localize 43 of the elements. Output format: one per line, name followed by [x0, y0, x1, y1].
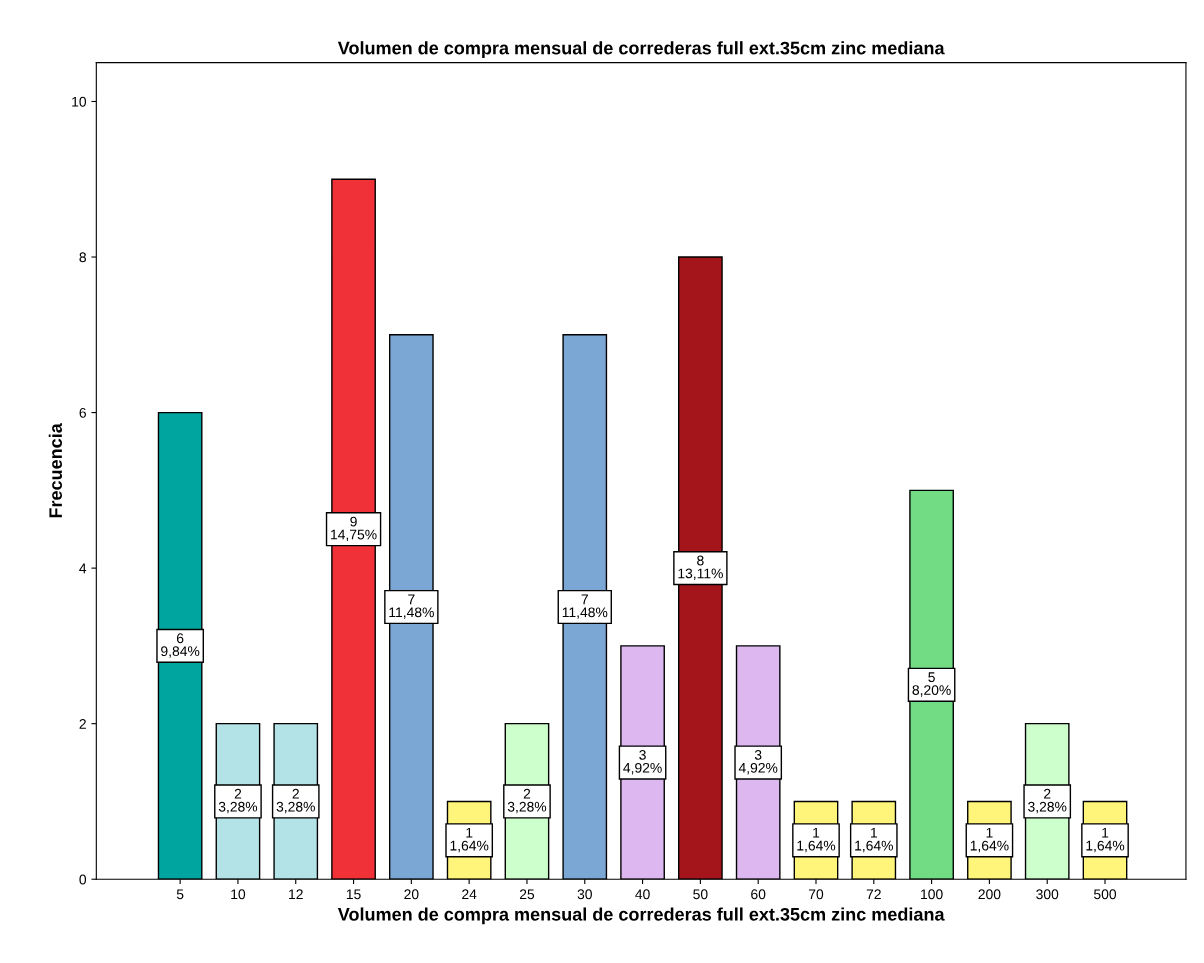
data-label: 3 4,92% — [623, 749, 662, 775]
x-tick-label: 30 — [577, 889, 592, 900]
data-label: 8 13,11% — [678, 555, 723, 580]
data-label: 9 14,75% — [331, 516, 377, 542]
x-tick-label: 10 — [231, 889, 246, 900]
data-label: 2 3,28% — [218, 788, 258, 814]
x-tick-label: 15 — [346, 889, 361, 900]
data-label: 1 1,64% — [1086, 827, 1125, 853]
data-label: 2 3,28% — [507, 788, 547, 814]
x-tick-label: 100 — [921, 889, 943, 900]
data-label: 1 1,64% — [855, 827, 893, 853]
x-tick-label: 20 — [404, 889, 419, 900]
x-tick-label: 70 — [808, 889, 824, 900]
x-tick-label: 60 — [751, 889, 766, 900]
x-tick-label: 500 — [1093, 889, 1117, 900]
data-label: 2 3,28% — [276, 788, 315, 814]
x-tick-label: 300 — [1036, 889, 1059, 900]
x-tick-label: 72 — [866, 889, 881, 900]
chart-title: Volumen de compra mensual de correderas full ext.35cm zinc mediana — [337, 41, 945, 59]
data-label: 5 8,20% — [912, 672, 951, 697]
x-tick-label: 200 — [978, 889, 1001, 900]
y-tick-label: 6 — [79, 407, 86, 418]
x-tick-label: 40 — [635, 889, 650, 900]
data-label: 3 4,92% — [738, 749, 778, 775]
data-label: 7 11,48% — [562, 594, 608, 619]
x-tick-label: 5 — [176, 889, 184, 900]
y-tick-label: 0 — [79, 874, 87, 885]
data-label: 7 11,48% — [389, 594, 434, 619]
y-tick-label: 4 — [79, 563, 87, 574]
data-label: 6 9,84% — [161, 633, 200, 658]
x-tick-label: 50 — [693, 889, 708, 900]
data-label: 1 1,64% — [797, 827, 836, 853]
x-tick-label: 25 — [519, 889, 535, 900]
x-tick-label: 12 — [289, 889, 303, 900]
y-tick-label: 10 — [72, 96, 87, 107]
x-tick-label: 24 — [462, 889, 477, 900]
y-tick-label: 8 — [79, 252, 86, 263]
data-label: 1 1,64% — [970, 827, 1009, 853]
x-axis-title: Volumen de compra mensual de correderas full ext.35cm zinc mediana — [337, 907, 945, 925]
data-label: 1 1,64% — [450, 827, 489, 853]
data-label: 2 3,28% — [1028, 788, 1067, 814]
y-axis-title: Frecuencia — [48, 423, 63, 518]
y-tick-label: 2 — [79, 719, 86, 729]
